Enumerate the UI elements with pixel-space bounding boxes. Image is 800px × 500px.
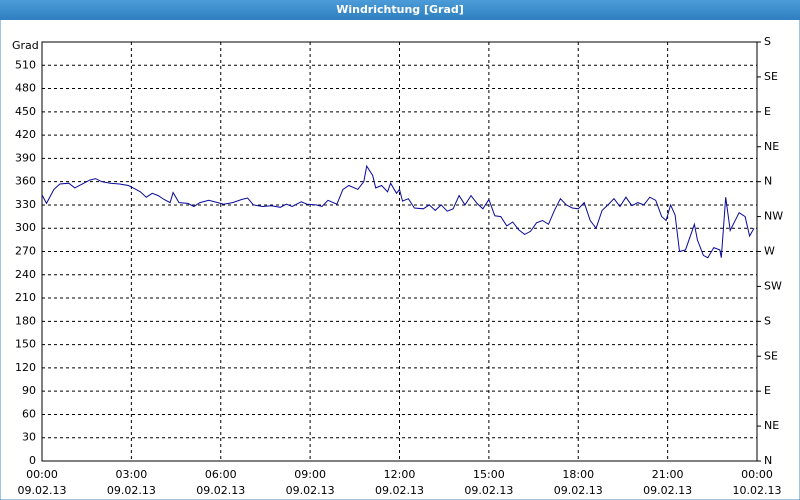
x-tick-date: 09.02.13 [375, 484, 424, 497]
y-tick-label: 450 [15, 105, 36, 118]
x-tick-label: 12:00 [384, 468, 416, 481]
x-tick-date: 09.02.13 [643, 484, 692, 497]
x-tick-label: 15:00 [473, 468, 505, 481]
y2-tick-label: E [764, 384, 771, 397]
y-tick-label: 510 [15, 58, 36, 71]
y-tick-label: 90 [22, 384, 36, 397]
y2-tick-label: E [764, 105, 771, 118]
y-tick-label: 180 [15, 314, 36, 327]
y2-tick-label: N [764, 454, 772, 467]
y-tick-label: 0 [29, 454, 36, 467]
x-tick-label: 21:00 [652, 468, 684, 481]
x-tick-label: 18:00 [562, 468, 594, 481]
y2-tick-label: N [764, 175, 772, 188]
title-bar [0, 0, 800, 20]
y2-tick-label: W [764, 245, 775, 258]
y-tick-label: 480 [15, 82, 36, 95]
x-tick-label: 00:00 [26, 468, 58, 481]
y-tick-label: 360 [15, 175, 36, 188]
y-tick-label: 300 [15, 221, 36, 234]
y2-tick-label: NE [764, 419, 779, 432]
y-tick-label: 390 [15, 151, 36, 164]
y-tick-label: 270 [15, 245, 36, 258]
y2-tick-label: NE [764, 140, 779, 153]
y-tick-label: 330 [15, 198, 36, 211]
x-tick-label: 00:00 [741, 468, 773, 481]
y2-tick-label: S [764, 35, 771, 48]
x-tick-date: 09.02.13 [464, 484, 513, 497]
x-tick-date: 09.02.13 [107, 484, 156, 497]
y-tick-label: 420 [15, 128, 36, 141]
y2-tick-label: SE [764, 70, 778, 83]
x-tick-label: 03:00 [116, 468, 148, 481]
y-tick-label: 210 [15, 291, 36, 304]
y-tick-label: 240 [15, 268, 36, 281]
y2-tick-label: NW [764, 210, 783, 223]
x-tick-label: 09:00 [294, 468, 326, 481]
y2-tick-label: S [764, 314, 771, 327]
y-axis-label: Grad [12, 39, 39, 52]
x-tick-date: 09.02.13 [196, 484, 245, 497]
y2-tick-label: SW [764, 279, 782, 292]
chart-title: Windrichtung [Grad] [336, 3, 464, 16]
y2-tick-label: SE [764, 349, 778, 362]
x-tick-date: 09.02.13 [286, 484, 335, 497]
y-tick-label: 120 [15, 361, 36, 374]
x-tick-date: 09.02.13 [554, 484, 603, 497]
x-tick-label: 06:00 [205, 468, 237, 481]
y-tick-label: 150 [15, 338, 36, 351]
x-tick-date: 10.02.13 [733, 484, 782, 497]
y-tick-label: 60 [22, 407, 36, 420]
y-tick-label: 30 [22, 431, 36, 444]
x-tick-date: 09.02.13 [18, 484, 67, 497]
data-line [41, 164, 755, 259]
